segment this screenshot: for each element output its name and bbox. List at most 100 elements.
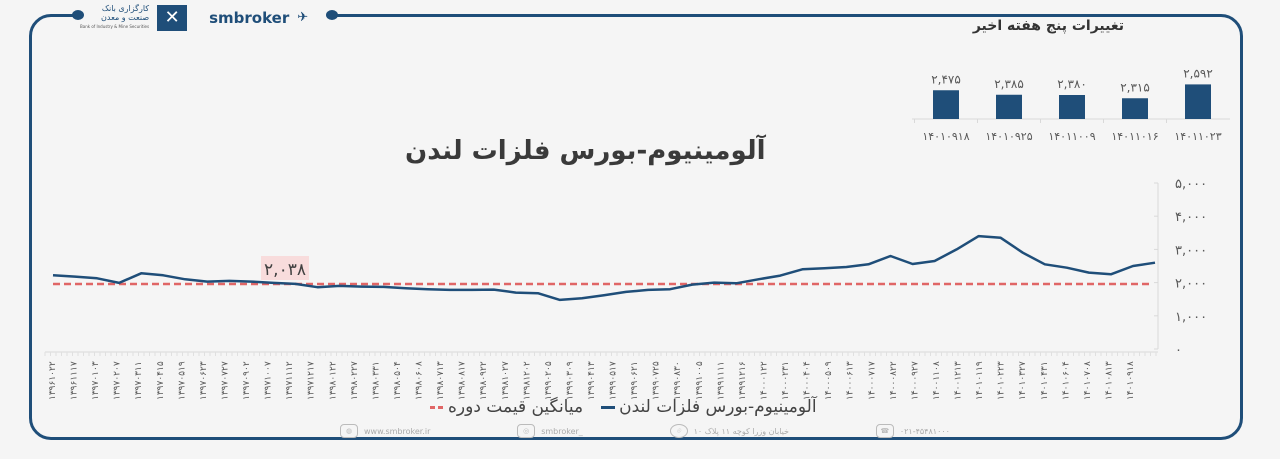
- mini-bar-date: ۱۴۰۱۱۰۲۳: [1174, 130, 1221, 143]
- mini-bar-value: ۲,۴۷۵: [931, 72, 961, 86]
- y-tick-label: ۳,۰۰۰: [1175, 243, 1207, 258]
- x-tick-label: ۱۳۹۷۰۴۱۵: [156, 361, 166, 400]
- mini-bar-value: ۲,۳۸۵: [994, 77, 1024, 91]
- bank-name-line2: صنعت و معدن: [101, 13, 150, 22]
- x-tick-label: ۱۳۹۷۰۱۰۳: [91, 361, 101, 400]
- x-tick-label: ۱۴۰۰۰۵۰۹: [824, 361, 834, 400]
- y-tick-label: ۰: [1175, 343, 1182, 358]
- x-tick-label: ۱۳۹۷۱۱۱۲: [285, 361, 295, 400]
- x-tick-label: ۱۳۹۷۰۶۲۳: [199, 361, 209, 400]
- frame-dot-right: [326, 10, 338, 20]
- y-tick-label: ۴,۰۰۰: [1175, 210, 1207, 225]
- x-tick-label: ۱۳۹۹۰۸۳۰: [673, 361, 683, 400]
- frame-gap: [75, 0, 333, 30]
- x-tick-label: ۱۴۰۰۰۹۲۷: [910, 361, 920, 400]
- header-brand: کارگزاری بانک صنعت و معدن Bank of Indust…: [80, 4, 308, 31]
- y-tick-label: ۲,۰۰۰: [1175, 277, 1207, 292]
- globe-icon: ◍: [340, 424, 358, 438]
- x-tick-label: ۱۴۰۰۰۱۲۲: [759, 361, 769, 400]
- bank-name-en: Bank of Industry & Mine Securities: [80, 24, 150, 29]
- x-tick-label: ۱۳۹۷۱۰۰۷: [264, 361, 274, 400]
- mini-bar: [996, 94, 1022, 119]
- price-series-line: [52, 234, 1156, 302]
- x-tick-label: ۱۳۹۷۰۷۲۷: [220, 361, 230, 400]
- mini-bar-date: ۱۴۰۱۱۰۱۶: [1111, 130, 1158, 143]
- x-tick-label: ۱۴۰۱۰۸۱۳: [1104, 361, 1114, 400]
- x-tick-label: ۱۴۰۰۱۱۰۸: [932, 361, 942, 400]
- x-tick-label: ۱۴۰۰۰۸۲۲: [889, 361, 899, 400]
- x-tick-label: ۱۳۹۹۰۷۲۵: [652, 361, 662, 400]
- x-tick-label: ۱۳۹۸۰۶۰۸: [415, 361, 425, 400]
- instagram-icon: ◎: [517, 424, 536, 438]
- y-tick-label: ۵,۰۰۰: [1175, 177, 1207, 192]
- x-tick-label: ۱۳۹۷۰۲۰۷: [113, 361, 123, 400]
- bank-logo-icon: ✕: [157, 4, 188, 31]
- x-tick-label: ۱۳۹۸۰۹۲۲: [479, 361, 489, 400]
- x-tick-label: ۱۴۰۱۰۲۲۳: [997, 361, 1007, 400]
- x-tick-label: ۱۳۹۸۱۲۰۲: [522, 361, 532, 400]
- footer-instagram[interactable]: ◎ smbroker_: [517, 424, 583, 438]
- x-tick-label: ۱۳۹۹۰۵۱۷: [609, 361, 619, 400]
- instagram-text: smbroker_: [541, 426, 583, 436]
- x-tick-label: ۱۳۹۹۰۶۲۱: [630, 361, 640, 400]
- mini-bar-value: ۲,۳۱۵: [1120, 80, 1150, 94]
- mean-label: ۲,۰۳۸: [264, 260, 306, 280]
- footer: ◍ www.smbroker.ir ◎ smbroker_ ⌾ خیابان وزرا…: [340, 424, 950, 438]
- x-tick-label: ۱۴۰۱۰۶۰۴: [1061, 361, 1071, 400]
- location-pin-icon: ⌾: [669, 424, 688, 438]
- x-tick-label: ۱۳۹۷۰۹۰۲: [242, 361, 252, 400]
- x-tick-label: ۱۴۰۱۰۷۰۸: [1083, 361, 1093, 400]
- x-tick-label: ۱۳۹۹۱۰۰۵: [695, 361, 705, 400]
- website-text: www.smbroker.ir: [364, 426, 431, 436]
- x-tick-label: ۱۳۹۶۱۰۲۲: [48, 361, 58, 400]
- frame-dot-left: [72, 10, 84, 20]
- mini-bar-date: ۱۴۰۱۱۰۰۹: [1048, 130, 1095, 143]
- x-tick-label: ۱۳۹۷۱۲۱۷: [307, 361, 317, 400]
- x-tick-label: ۱۳۹۸۱۰۲۷: [501, 361, 511, 400]
- x-tick-label: ۱۳۹۸۰۳۳۱: [371, 361, 381, 400]
- legend-item-series: آلومینیوم-بورس فلزات لندن: [601, 397, 817, 417]
- x-tick-label: ۱۳۹۹۱۲۱۶: [738, 361, 748, 400]
- x-tick-label: ۱۴۰۱۰۹۱۸: [1126, 361, 1136, 400]
- legend-mean-label: میانگین قیمت دوره: [448, 397, 584, 417]
- phone-icon: ☎: [875, 424, 894, 438]
- x-tick-label: ۱۴۰۰۱۲۱۳: [954, 361, 964, 400]
- footer-address: ⌾ خیابان وزرا کوچه ۱۱ پلاک ۱۰: [669, 424, 789, 438]
- x-tick-label: ۱۳۹۸۰۱۲۲: [328, 361, 338, 400]
- x-tick-label: ۱۳۹۸۰۷۱۳: [436, 361, 446, 400]
- x-tick-label: ۱۴۰۰۰۲۳۱: [781, 361, 791, 400]
- mini-bar-value: ۲,۵۹۲: [1183, 66, 1213, 80]
- address-text: خیابان وزرا کوچه ۱۱ پلاک ۱۰: [693, 426, 789, 436]
- x-tick-label: ۱۴۰۱۰۱۱۹: [975, 361, 985, 400]
- x-tick-label: ۱۴۰۱۰۴۳۱: [1040, 361, 1050, 400]
- mini-bar-value: ۲,۳۸۰: [1057, 77, 1087, 91]
- x-tick-label: ۱۳۹۹۰۳۰۹: [565, 361, 575, 400]
- x-tick-label: ۱۴۰۰۰۶۱۳: [846, 361, 856, 400]
- legend-item-mean: میانگین قیمت دوره: [430, 397, 583, 417]
- main-chart-title: آلومینیوم-بورس فلزات لندن: [405, 136, 766, 166]
- chart-legend: آلومینیوم-بورس فلزات لندن میانگین قیمت د…: [430, 397, 817, 417]
- x-tick-label: ۱۳۹۷۰۵۱۹: [177, 361, 187, 400]
- footer-website[interactable]: ◍ www.smbroker.ir: [340, 424, 430, 438]
- x-tick-label: ۱۳۹۸۰۵۰۴: [393, 361, 403, 400]
- legend-series-label: آلومینیوم-بورس فلزات لندن: [619, 397, 817, 417]
- footer-phone[interactable]: ☎ ۰۲۱-۴۵۴۸۱۰۰۰: [875, 424, 950, 438]
- mini-bar: [933, 90, 959, 119]
- mini-bar-date: ۱۴۰۱۰۹۲۵: [985, 130, 1032, 143]
- mini-chart-title: تغییرات پنج هفته اخیر: [972, 18, 1124, 34]
- brand-name: smbroker: [209, 8, 290, 27]
- x-tick-label: ۱۳۹۶۱۱۱۷: [70, 361, 80, 400]
- paper-plane-icon: ✈: [297, 10, 309, 25]
- y-tick-label: ۱,۰۰۰: [1175, 310, 1207, 325]
- legend-dash-icon: [430, 405, 444, 409]
- x-tick-label: ۱۳۹۹۱۱۱۱: [716, 361, 726, 400]
- mini-bar: [1059, 95, 1085, 119]
- x-tick-label: ۱۴۰۰۰۷۱۷: [867, 361, 877, 400]
- x-tick-label: ۱۳۹۸۰۲۲۷: [350, 361, 360, 400]
- mini-bar: [1122, 98, 1148, 119]
- x-tick-label: ۱۳۹۸۰۸۱۷: [458, 361, 468, 400]
- bank-name-line1: کارگزاری بانک: [101, 4, 150, 13]
- phone-text: ۰۲۱-۴۵۴۸۱۰۰۰: [899, 426, 950, 436]
- mini-bar-date: ۱۴۰۱۰۹۱۸: [922, 130, 969, 143]
- x-tick-label: ۱۴۰۰۰۴۰۴: [803, 361, 813, 400]
